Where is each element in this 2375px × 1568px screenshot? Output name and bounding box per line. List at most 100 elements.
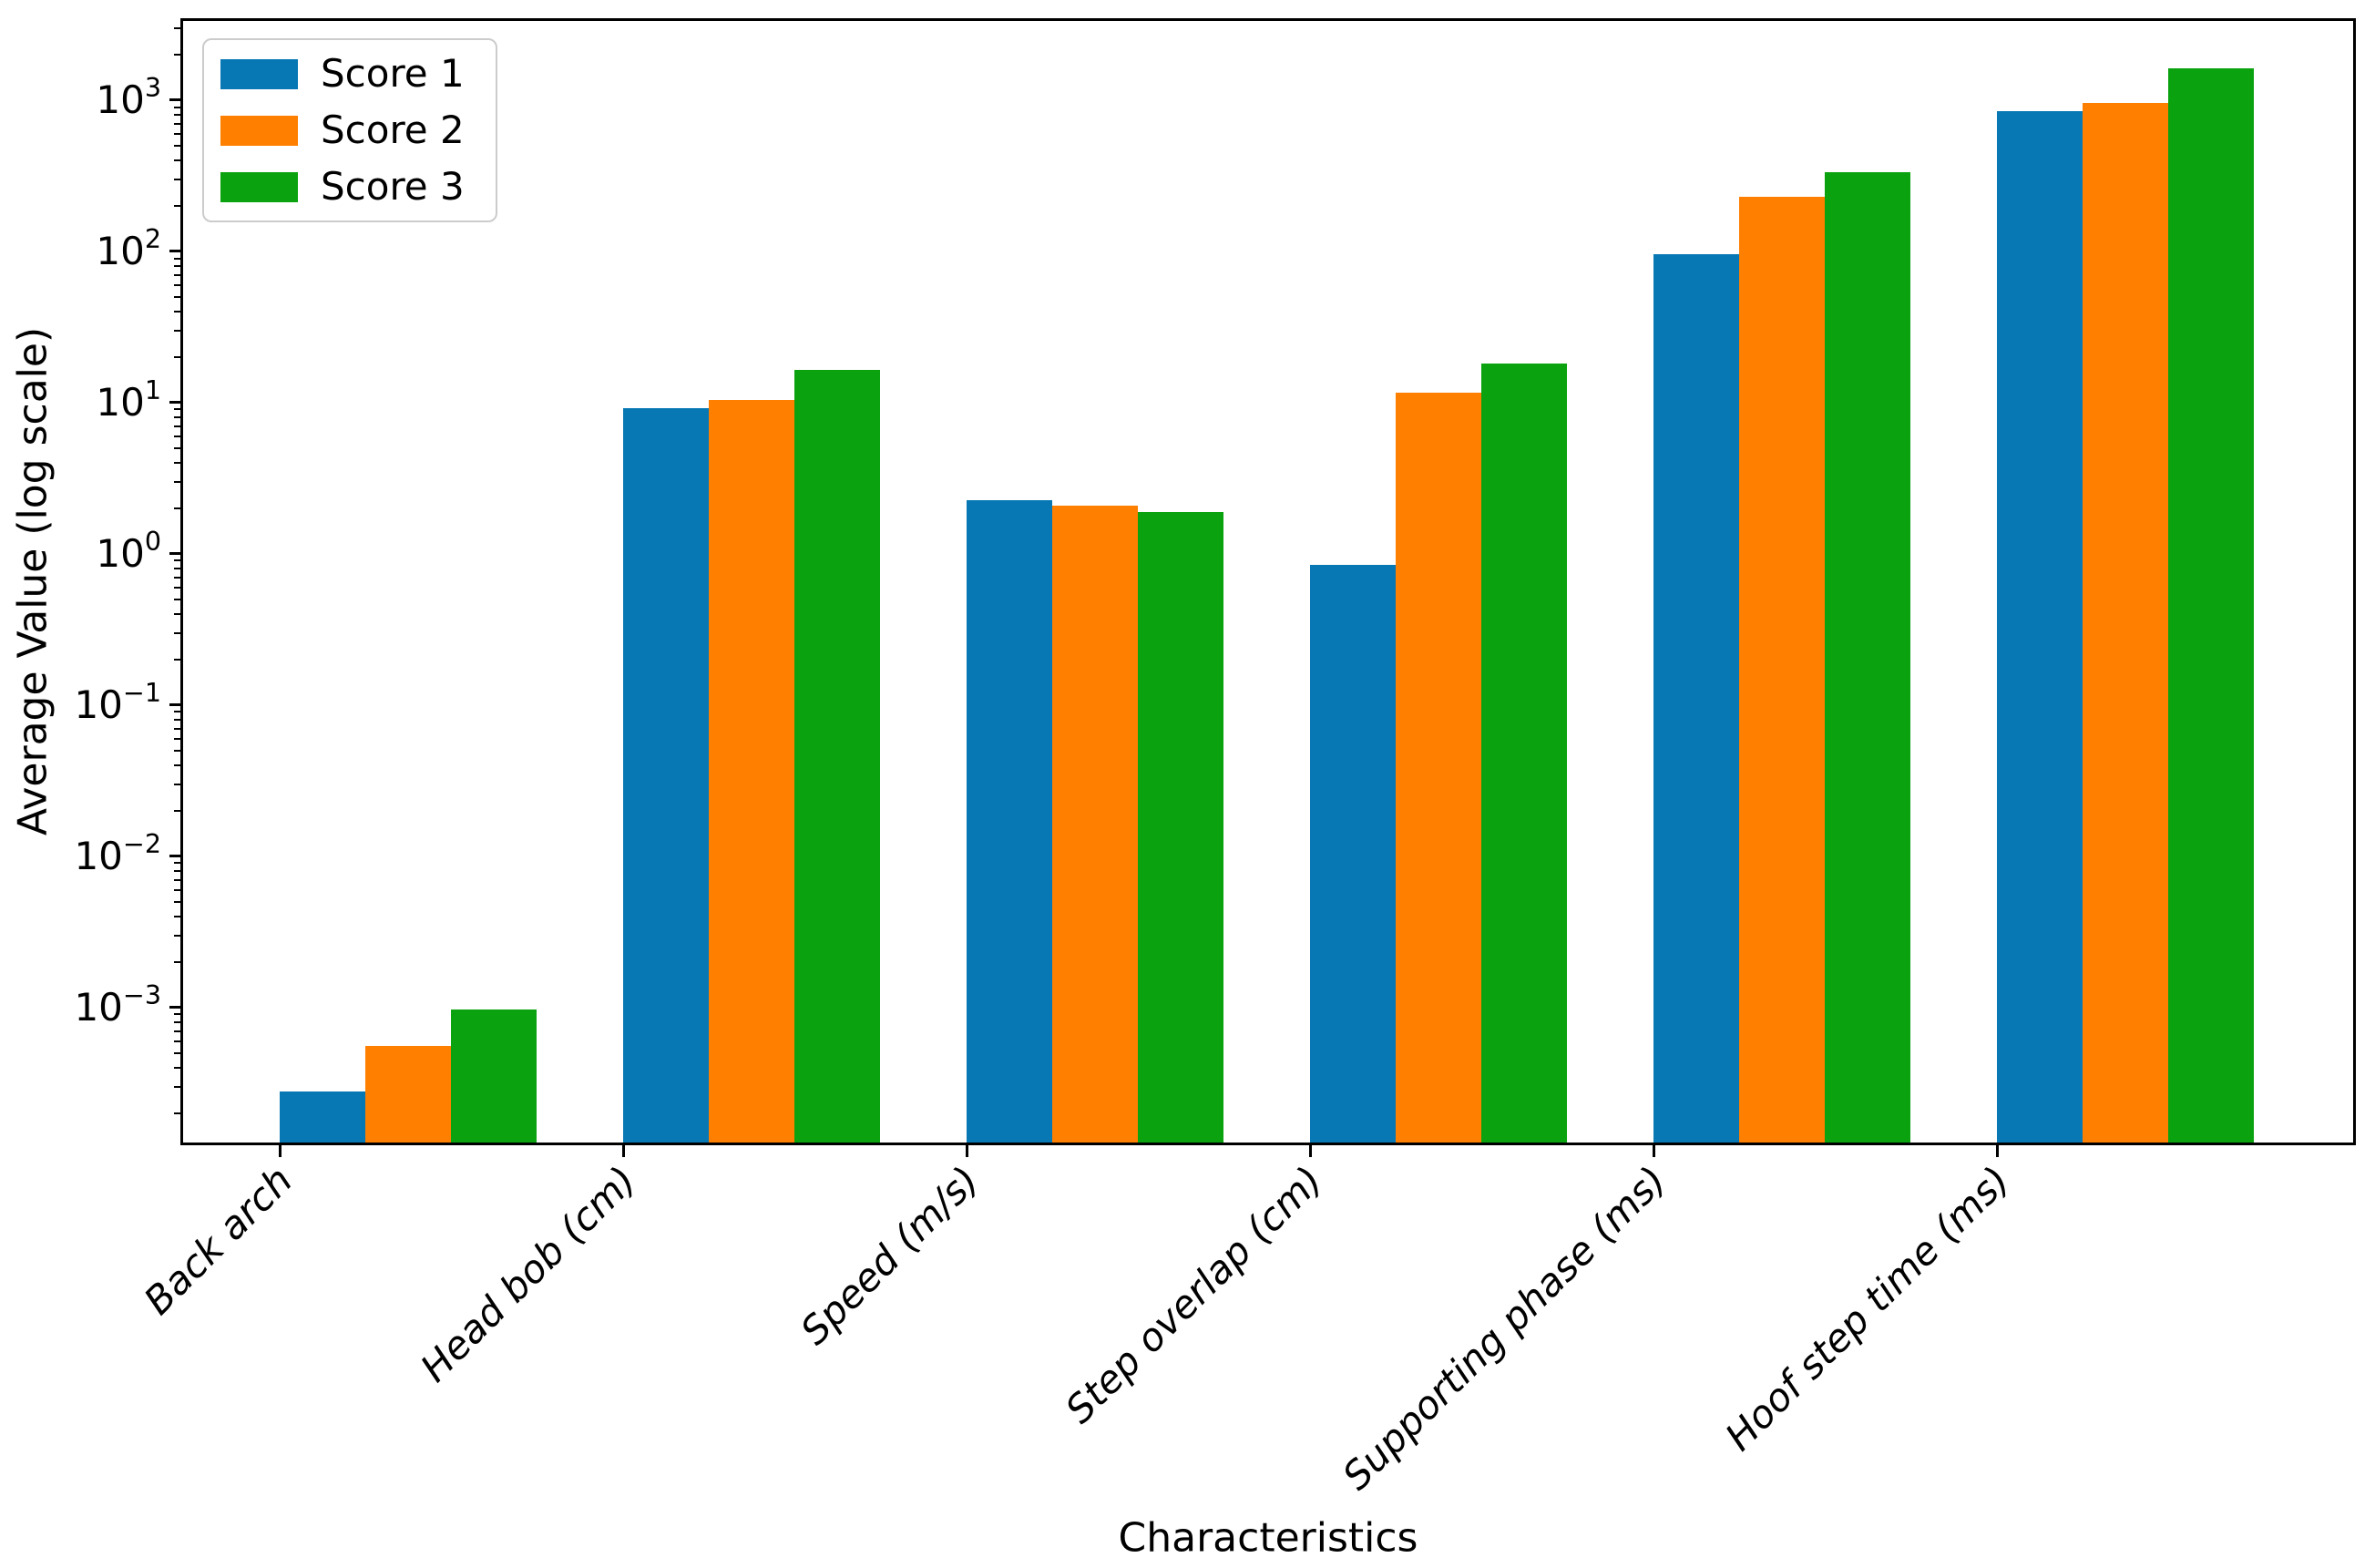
y-axis-minor-tick <box>174 1051 180 1054</box>
y-axis-minor-tick <box>174 718 180 721</box>
y-axis-tick-label: 100 <box>96 526 161 576</box>
legend-swatch-icon <box>220 58 298 89</box>
y-axis-tick-label: 103 <box>96 72 161 122</box>
y-axis-minor-tick <box>174 764 180 766</box>
y-axis-minor-tick <box>174 435 180 437</box>
plot-area: Score 1 Score 2 Score 3 103 102 101 100 10−1 10… <box>74 18 2356 1499</box>
legend-label: Score 1 <box>321 51 465 96</box>
y-axis-minor-tick <box>174 567 180 569</box>
y-axis-minor-tick <box>174 1013 180 1016</box>
y-axis-minor-tick <box>174 1112 180 1114</box>
legend-label: Score 3 <box>321 164 465 209</box>
y-axis-minor-tick <box>174 408 180 411</box>
legend-swatch-icon <box>220 115 298 146</box>
y-axis-minor-tick <box>174 934 180 937</box>
y-axis-minor-tick <box>174 586 180 589</box>
y-axis-tick-label: 102 <box>96 223 161 273</box>
bar-score-1-hoof-step-time-ms <box>1997 110 2083 1143</box>
y-axis-minor-tick <box>174 446 180 449</box>
y-axis-minor-tick <box>174 1066 180 1069</box>
y-axis-tick-label: 101 <box>96 374 161 425</box>
y-axis-minor-tick <box>174 144 180 147</box>
y-axis-minor-tick <box>174 658 180 661</box>
x-axis-tick-label: Head bob (cm) <box>411 1157 645 1391</box>
y-axis-minor-tick <box>174 737 180 740</box>
y-axis-title: Average Value (log scale) <box>9 326 56 836</box>
y-axis-minor-tick <box>174 264 180 267</box>
bar-score-3-supporting-phase-ms <box>1825 171 1910 1143</box>
legend-entry: Score 1 <box>220 55 465 93</box>
y-axis-minor-tick <box>174 53 180 56</box>
legend-entry: Score 3 <box>220 168 465 206</box>
y-axis-major-tick <box>169 855 180 858</box>
y-axis-tick-label: 10−3 <box>74 979 161 1030</box>
y-axis-minor-tick <box>174 888 180 891</box>
bar-score-2-hoof-step-time-ms <box>2083 102 2168 1143</box>
y-axis-minor-tick <box>174 415 180 418</box>
bar-score-3-head-bob-cm <box>794 369 880 1143</box>
y-axis-minor-tick <box>174 480 180 483</box>
x-axis-tick-label: Back arch <box>135 1157 302 1324</box>
bar-score-2-supporting-phase-ms <box>1739 196 1825 1143</box>
y-axis-minor-tick <box>174 106 180 108</box>
bar-score-1-head-bob-cm <box>623 407 709 1143</box>
y-axis-minor-tick <box>174 257 180 260</box>
y-axis-minor-tick <box>174 1040 180 1042</box>
x-axis-tick-label: Hoof step time (ms) <box>1716 1157 2019 1460</box>
y-axis-major-tick <box>169 98 180 102</box>
y-axis-minor-tick <box>174 900 180 903</box>
x-axis-title: Characteristics <box>1118 1514 1418 1562</box>
y-axis-minor-tick <box>174 507 180 509</box>
y-axis-minor-tick <box>174 132 180 135</box>
y-axis-minor-tick <box>174 1085 180 1088</box>
y-axis-minor-tick <box>174 425 180 427</box>
x-axis-tick-label: Supporting phase (ms) <box>1334 1157 1675 1499</box>
y-axis-minor-tick <box>174 355 180 358</box>
y-axis-minor-tick <box>174 122 180 125</box>
y-axis-minor-tick <box>174 612 180 615</box>
y-axis-major-tick <box>169 703 180 707</box>
y-axis-minor-tick <box>174 273 180 276</box>
y-axis-major-tick <box>169 401 180 405</box>
y-axis-minor-tick <box>174 310 180 313</box>
bar-score-3-step-overlap-cm <box>1481 363 1567 1143</box>
y-axis-minor-tick <box>174 329 180 332</box>
y-axis-minor-tick <box>174 631 180 634</box>
y-axis-minor-tick <box>174 295 180 298</box>
x-axis-tick <box>278 1145 282 1157</box>
x-axis-tick <box>1652 1145 1655 1157</box>
y-axis-minor-tick <box>174 204 180 207</box>
y-axis-minor-tick <box>174 461 180 464</box>
y-axis-tick-label: 10−2 <box>74 827 161 878</box>
y-axis-minor-tick <box>174 783 180 785</box>
bar-score-3-back-arch <box>451 1009 537 1143</box>
y-axis-minor-tick <box>174 960 180 963</box>
bar-score-1-step-overlap-cm <box>1310 565 1396 1143</box>
bar-score-2-step-overlap-cm <box>1396 393 1481 1143</box>
bar-score-1-supporting-phase-ms <box>1653 253 1739 1143</box>
y-axis-minor-tick <box>174 915 180 917</box>
bar-score-3-hoof-step-time-ms <box>2168 67 2254 1143</box>
y-axis-tick-label: 10−1 <box>74 677 161 727</box>
y-axis-minor-tick <box>174 26 180 29</box>
y-axis-minor-tick <box>174 749 180 752</box>
y-axis-minor-tick <box>174 159 180 161</box>
y-axis-minor-tick <box>174 598 180 600</box>
y-axis-minor-tick <box>174 878 180 881</box>
y-axis-major-tick <box>169 250 180 253</box>
y-axis-minor-tick <box>174 809 180 812</box>
y-axis-minor-tick <box>174 576 180 579</box>
bar-score-2-head-bob-cm <box>709 400 794 1143</box>
bar-score-2-speed-m-s <box>1052 506 1138 1143</box>
x-axis-tick-label: Speed (m/s) <box>792 1157 988 1354</box>
y-axis-minor-tick <box>174 1020 180 1023</box>
y-axis-major-tick <box>169 552 180 556</box>
bar-score-1-back-arch <box>280 1091 365 1143</box>
y-axis-major-tick <box>169 1006 180 1009</box>
y-axis-minor-tick <box>174 862 180 865</box>
legend: Score 1 Score 2 Score 3 <box>202 38 497 222</box>
bar-score-1-speed-m-s <box>967 499 1052 1143</box>
y-axis-minor-tick <box>174 1030 180 1032</box>
x-axis-tick <box>1308 1145 1312 1157</box>
